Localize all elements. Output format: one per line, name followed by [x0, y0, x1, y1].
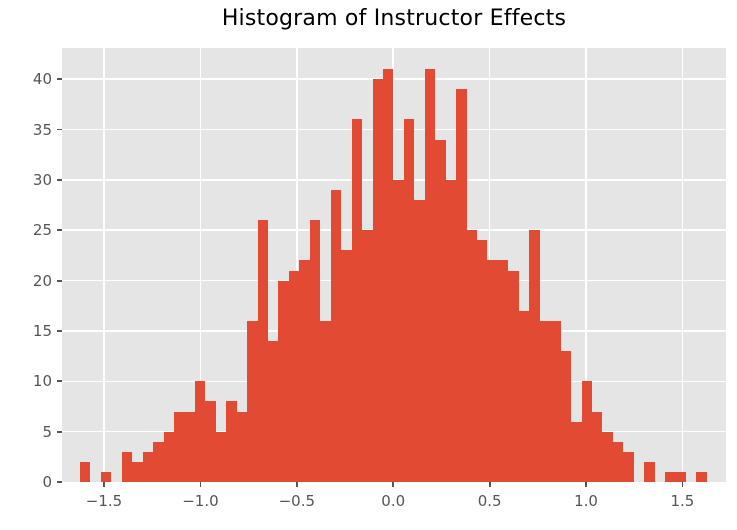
histogram-bar [121, 451, 133, 482]
x-gridline [199, 48, 202, 482]
histogram-bar [581, 381, 592, 482]
x-gridline [681, 48, 684, 482]
x-tick-mark [585, 482, 587, 487]
histogram-bar [142, 451, 154, 482]
y-tick-mark [57, 330, 62, 332]
y-tick-mark [57, 229, 62, 232]
histogram-bar [424, 69, 436, 482]
histogram-bar [665, 471, 676, 482]
histogram-bar [382, 69, 394, 482]
histogram-bar [477, 240, 488, 482]
histogram-bar [445, 179, 457, 482]
x-gridline [103, 48, 105, 482]
x-tick-label: 0.5 [477, 492, 502, 510]
histogram-bar [644, 461, 655, 482]
histogram-bar [612, 441, 624, 482]
x-tick-mark [681, 482, 684, 487]
histogram-bar [163, 431, 174, 482]
y-tick-label: 0 [42, 473, 52, 491]
histogram-bar [560, 351, 572, 482]
histogram-bar [539, 320, 551, 482]
histogram-bar [351, 119, 363, 482]
histogram-bar [226, 401, 237, 482]
x-tick-mark [295, 482, 298, 487]
y-tick-mark [57, 179, 62, 181]
histogram-bar [571, 421, 582, 482]
histogram-bar [372, 79, 383, 482]
histogram-bar [299, 260, 310, 482]
histogram-bar [591, 411, 603, 482]
histogram-bar [173, 411, 185, 482]
histogram-bar [100, 471, 112, 482]
histogram-bar [194, 381, 206, 482]
histogram-bar [215, 431, 227, 482]
histogram-bar [278, 280, 289, 482]
x-tick-mark [103, 482, 105, 487]
y-tick-label: 15 [32, 321, 52, 340]
histogram-bar [696, 471, 707, 482]
x-tick-label: 0.0 [381, 492, 406, 510]
x-tick-label: 1.0 [574, 492, 598, 510]
x-tick-label: −0.5 [278, 492, 316, 510]
y-tick-mark [57, 279, 62, 282]
y-tick-label: 40 [32, 70, 52, 89]
y-tick-label: 5 [42, 422, 52, 441]
histogram-bar [309, 220, 321, 482]
y-tick-mark [57, 78, 62, 81]
plot-area [62, 48, 726, 482]
histogram-bar [330, 189, 342, 482]
histogram-bar [487, 260, 498, 482]
y-tick-mark [57, 380, 62, 383]
x-tick-mark [199, 482, 202, 487]
histogram-bar [456, 89, 467, 482]
histogram-bar [403, 119, 415, 482]
histogram-bar [132, 461, 143, 482]
y-tick-mark [57, 128, 62, 131]
histogram-bar [550, 320, 561, 482]
histogram-bar [257, 220, 268, 482]
y-tick-label: 35 [32, 120, 52, 139]
histogram-bar [79, 461, 91, 482]
histogram-bar [288, 270, 300, 482]
histogram-bar [623, 451, 634, 482]
x-tick-label: 1.5 [670, 492, 695, 510]
y-tick-label: 20 [32, 271, 52, 290]
chart-title: Histogram of Instructor Effects [221, 6, 567, 31]
histogram-bar [362, 230, 373, 482]
x-tick-label: −1.5 [85, 492, 123, 510]
histogram-bar [497, 260, 509, 482]
y-tick-label: 10 [32, 372, 52, 391]
histogram-bar [675, 471, 686, 482]
histogram-bar [320, 320, 331, 482]
x-tick-mark [392, 482, 395, 487]
x-gridline [296, 48, 298, 482]
y-tick-label: 25 [32, 221, 52, 240]
y-tick-label: 30 [32, 170, 52, 189]
histogram-bar [393, 179, 404, 482]
histogram-bar [205, 401, 216, 482]
histogram-bar [268, 341, 279, 482]
histogram-bar [341, 250, 352, 482]
histogram-bar [466, 230, 477, 482]
x-gridline [585, 48, 587, 482]
histogram-bar [184, 411, 195, 482]
x-tick-label: −1.0 [182, 492, 219, 510]
histogram-bar [518, 310, 530, 482]
histogram-bar [435, 139, 446, 482]
histogram-bar [508, 270, 519, 482]
x-tick-mark [488, 482, 491, 487]
histogram-bar [529, 230, 540, 482]
histogram-bar [247, 320, 258, 482]
histogram-bar [414, 200, 425, 482]
y-tick-mark [57, 430, 62, 433]
histogram-bar [153, 441, 164, 482]
histogram-bar [602, 431, 613, 482]
y-tick-mark [57, 481, 62, 483]
histogram-bar [236, 411, 248, 482]
